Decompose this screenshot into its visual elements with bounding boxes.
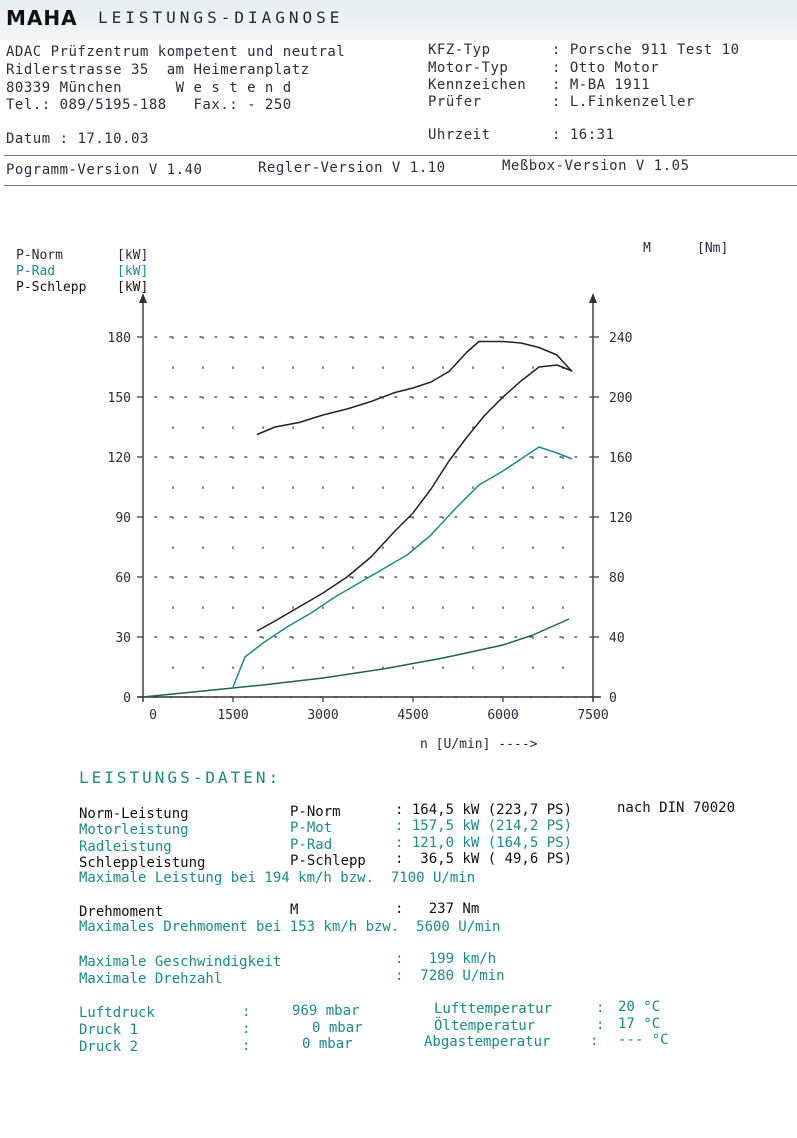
row-mot-value: : 157,5 kW (214,2 PS) [395, 818, 573, 834]
y-tick-label-left: 180 [108, 331, 131, 346]
box-version: Meßbox-Version V 1.05 [502, 158, 690, 174]
row-mot-symbol: P-Mot [290, 820, 333, 836]
row-schlepp-value: : 36,5 kW ( 49,6 PS) [395, 851, 573, 867]
max-power-text: Maximale Leistung bei 194 km/h bzw. 7100… [79, 870, 476, 886]
divider-bottom [4, 185, 797, 186]
x-tick-label: 7500 [577, 708, 608, 723]
cond-exhaust-temp-value: --- °C [618, 1032, 669, 1048]
vehicle-label-inspector: Prüfer [428, 94, 482, 110]
torque-label: Drehmoment [79, 904, 164, 920]
legend-unit-p-norm: [kW] [117, 248, 148, 263]
row-rad-value: : 121,0 kW (164,5 PS) [395, 835, 573, 851]
cond-pressure1-value: 0 mbar [312, 1020, 363, 1036]
program-version: Pogramm-Version V 1.40 [6, 162, 203, 178]
y-tick-label-right: 120 [609, 511, 632, 526]
vehicle-value-inspector: L.Finkenzeller [569, 94, 695, 110]
y-tick-label-right: 200 [609, 391, 632, 406]
cond-pressure2-label: Druck 2 [79, 1039, 139, 1055]
max-speed-label: Maximale Geschwindigkeit [79, 954, 282, 970]
cond-oil-temp-value: 17 °C [618, 1016, 661, 1032]
address-line-4: Tel.: 089/5195-188 Fax.: - 250 [6, 97, 292, 113]
y-tick-label-left: 90 [115, 511, 131, 526]
vehicle-label-plate: Kennzeichen [428, 77, 527, 93]
cond-oil-temp-label: Öltemperatur [434, 1018, 536, 1034]
row-norm-symbol: P-Norm [290, 804, 341, 820]
right-axis-unit: [Nm] [697, 241, 728, 256]
header-band [0, 0, 797, 40]
date-value: 17.10.03 [77, 131, 149, 147]
legend-unit-p-schlepp: [kW] [117, 280, 148, 295]
y-tick-label-right: 240 [609, 331, 632, 346]
row-norm-label: Norm-Leistung [79, 806, 189, 822]
max-torque-text: Maximales Drehmoment bei 153 km/h bzw. 5… [79, 919, 501, 935]
y-tick-label-right: 40 [609, 631, 625, 646]
power-torque-chart: 0 30 60 90 120 150 180 0 40 80 120 160 200 240 0 1500 30… [16, 241, 728, 752]
max-rpm-value: : 7280 U/min [395, 968, 505, 984]
x-tick-label: 3000 [307, 708, 338, 723]
row-mot-label: Motorleistung [79, 822, 189, 838]
x-axis-label: n [U/min] ----> [420, 737, 538, 752]
vehicle-value-type: Porsche 911 Test 10 [569, 42, 740, 58]
address-line-2: Ridlerstrasse 35 am Heimeranplatz [6, 62, 310, 78]
address-line-1: ADAC Prüfzentrum kompetent und neutral [6, 44, 346, 60]
legend-name-p-norm: P-Norm [16, 248, 63, 263]
y-tick-label-right: 160 [609, 451, 632, 466]
vehicle-label-engine: Motor-Typ [428, 60, 509, 76]
cond-pressure2-value: 0 mbar [302, 1036, 353, 1052]
torque-value: : 237 Nm [395, 901, 480, 917]
cond-air-pressure-label: Luftdruck [79, 1005, 155, 1021]
y-axis-left-arrow [139, 293, 147, 303]
cond-air-pressure-value: 969 mbar [292, 1003, 360, 1019]
vehicle-value-plate: M-BA 1911 [569, 77, 651, 93]
legend-unit-p-rad: [kW] [117, 264, 148, 279]
y-tick-label-right: 0 [609, 691, 617, 706]
y-tick-label-right: 80 [609, 571, 625, 586]
y-tick-label-left: 60 [115, 571, 131, 586]
time-label: Uhrzeit [428, 127, 491, 143]
y-tick-label-left: 0 [123, 691, 131, 706]
row-schlepp-symbol: P-Schlepp [290, 853, 366, 869]
cond-air-temp-label: Lufttemperatur [434, 1001, 553, 1017]
series-line-p-schlepp [142, 618, 570, 698]
row-schlepp-label: Schleppleistung [79, 855, 206, 871]
max-speed-value: : 199 km/h [395, 951, 497, 967]
max-rpm-label: Maximale Drehzahl [79, 971, 223, 987]
row-norm-extra: nach DIN 70020 [617, 800, 736, 816]
series-line-p-rad [232, 446, 573, 688]
row-rad-symbol: P-Rad [290, 837, 333, 853]
controller-version: Regler-Version V 1.10 [258, 160, 446, 176]
maha-logo: MAHA [6, 6, 78, 30]
x-tick-label: 4500 [397, 708, 428, 723]
vehicle-label-type: KFZ-Typ [428, 42, 491, 58]
date-label: Datum [6, 131, 51, 147]
vehicle-value-engine: Otto Motor [569, 60, 660, 76]
x-tick-label: 6000 [487, 708, 518, 723]
torque-symbol: M [290, 902, 299, 918]
data-section-title: LEISTUNGS-DATEN: [79, 768, 282, 787]
row-rad-label: Radleistung [79, 839, 172, 855]
series-line-m [256, 340, 573, 436]
series-line-p-norm [256, 364, 573, 632]
y-tick-label-left: 30 [115, 631, 131, 646]
y-axis-right-arrow [589, 293, 597, 303]
legend-name-p-schlepp: P-Schlepp [16, 280, 87, 295]
x-tick-label: 1500 [217, 708, 248, 723]
address-line-3: 80339 München W e s t e n d [6, 80, 292, 96]
cond-air-temp-value: 20 °C [618, 999, 661, 1015]
y-tick-label-left: 120 [108, 451, 131, 466]
y-tick-label-left: 150 [108, 391, 131, 406]
divider-top [4, 155, 797, 156]
right-axis-label: M [643, 241, 651, 256]
document-title: LEISTUNGS-DIAGNOSE [98, 8, 344, 27]
legend-name-p-rad: P-Rad [16, 264, 55, 279]
cond-pressure1-label: Druck 1 [79, 1022, 139, 1038]
row-norm-value: : 164,5 kW (223,7 PS) [395, 802, 573, 818]
x-tick-label: 0 [149, 708, 157, 723]
time-value: 16:31 [569, 127, 615, 143]
cond-exhaust-temp-label: Abgastemperatur [424, 1034, 551, 1050]
